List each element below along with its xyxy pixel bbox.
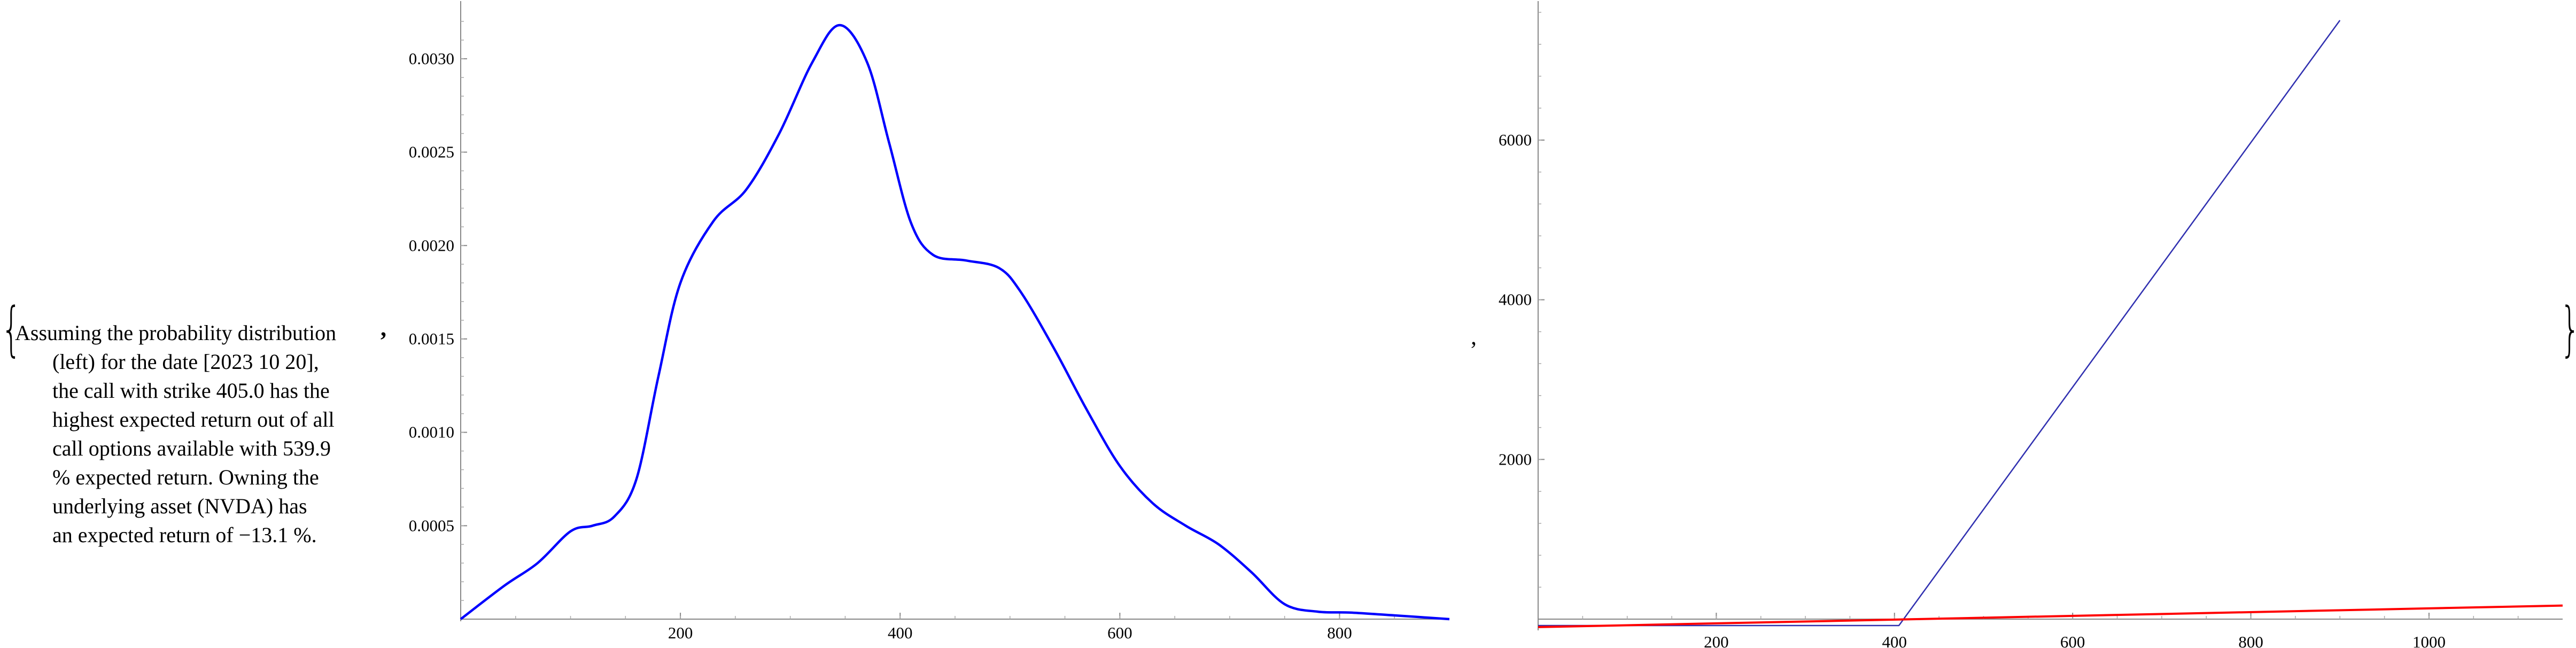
separator-comma-2: ,	[1471, 323, 1477, 350]
chart1-x-tick-label: 200	[668, 623, 693, 642]
separator-comma-1: ,	[381, 315, 386, 341]
chart1-y-tick-label: 0.0015	[409, 329, 454, 348]
description-text: Assuming the probability distribution (l…	[15, 319, 336, 550]
chart2-x-tick-label: 600	[2060, 632, 2085, 648]
chart2-x-tick-label: 400	[1882, 632, 1907, 648]
chart2-x-tick-label: 800	[2238, 632, 2263, 648]
chart2-x-tick-label: 200	[1704, 632, 1729, 648]
chart2-x-tick-label: 1000	[2412, 632, 2446, 648]
description-line-8: an expected return of −13.1 %.	[52, 523, 317, 547]
description-line-3: the call with strike 405.0 has the	[52, 379, 330, 403]
description-line-1: Assuming the probability distribution	[15, 321, 337, 345]
open-brace: {	[1, 295, 22, 363]
chart1-y-tick-label: 0.0030	[409, 49, 454, 68]
chart2-y-tick-label: 2000	[1499, 450, 1532, 468]
close-brace: }	[2560, 299, 2576, 358]
chart1-x-tick-label: 400	[888, 623, 913, 642]
chart1-y-tick-label: 0.0005	[409, 516, 454, 535]
chart1-y-tick-label: 0.0010	[409, 423, 454, 442]
description-line-4: highest expected return out of all	[52, 407, 335, 431]
chart1-x-tick-label: 600	[1107, 623, 1132, 642]
chart1-x-tick-label: 800	[1327, 623, 1352, 642]
chart2-series-1-line	[1538, 20, 2341, 627]
chart1-series-1-line	[460, 24, 1450, 621]
description-line-7: underlying asset (NVDA) has	[52, 494, 307, 518]
description-line-2: (left) for the date [2023 10 20],	[52, 350, 319, 374]
chart2-y-tick-label: 4000	[1499, 290, 1532, 309]
chart1-y-tick-label: 0.0020	[409, 236, 454, 254]
chart2-series-2-line	[1538, 604, 2563, 628]
description-line-5: call options available with 539.9	[52, 436, 331, 460]
chart1-y-tick-label: 0.0025	[409, 143, 454, 161]
chart2-y-tick-label: 6000	[1499, 130, 1532, 149]
description-line-6: % expected return. Owning the	[52, 465, 319, 489]
